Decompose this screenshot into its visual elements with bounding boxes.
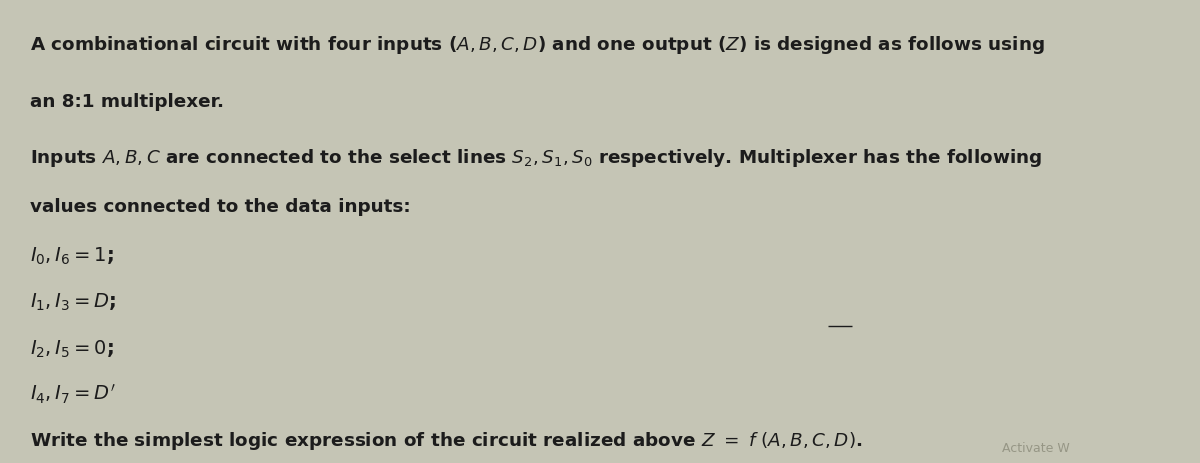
Text: an 8:1 multiplexer.: an 8:1 multiplexer.	[30, 93, 224, 111]
Text: $I_0, I_6 = 1$;: $I_0, I_6 = 1$;	[30, 245, 114, 266]
Text: Activate W: Activate W	[1002, 441, 1069, 454]
Text: $I_2, I_5 = 0$;: $I_2, I_5 = 0$;	[30, 338, 114, 359]
Text: Write the simplest logic expression of the circuit realized above $Z \ = \ f \ (: Write the simplest logic expression of t…	[30, 430, 863, 451]
Text: $I_1, I_3 = D$;: $I_1, I_3 = D$;	[30, 291, 116, 313]
Text: values connected to the data inputs:: values connected to the data inputs:	[30, 197, 410, 215]
Text: Inputs $A, B, C$ are connected to the select lines $S_2, S_1, S_0$ respectively.: Inputs $A, B, C$ are connected to the se…	[30, 147, 1042, 169]
Text: $I_4, I_7 = D'$: $I_4, I_7 = D'$	[30, 382, 116, 405]
Text: A combinational circuit with four inputs ($A, B, C, D$) and one output ($Z$) is : A combinational circuit with four inputs…	[30, 34, 1045, 56]
